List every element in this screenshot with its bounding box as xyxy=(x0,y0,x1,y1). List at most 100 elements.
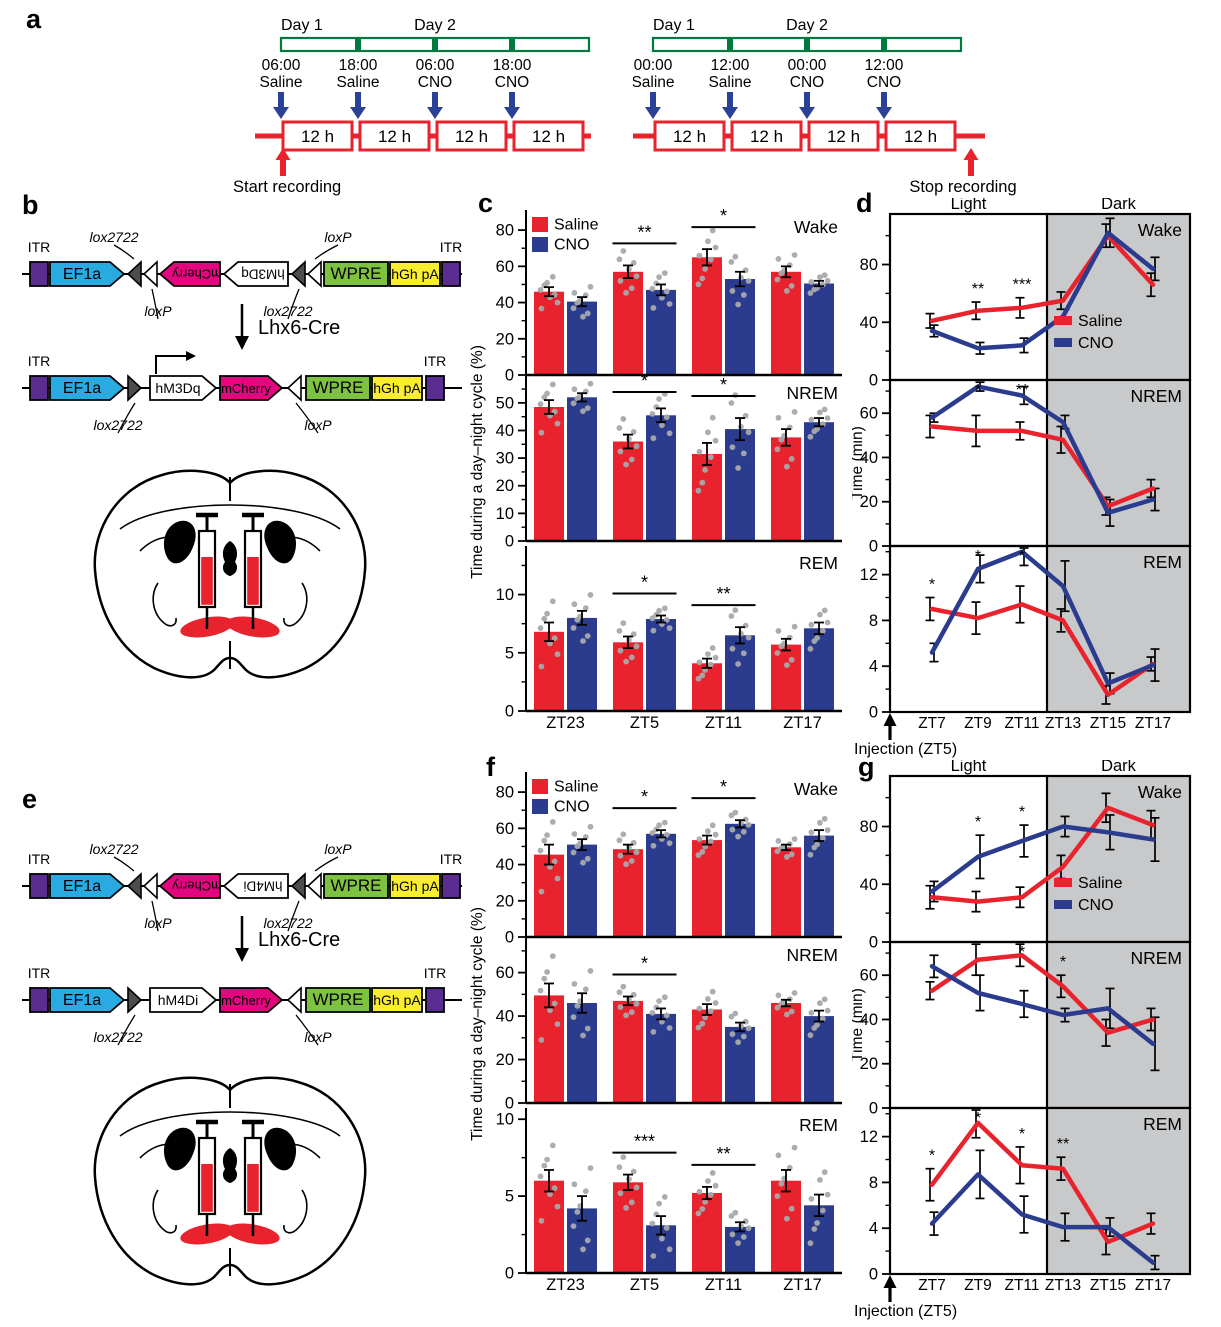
svg-text:60: 60 xyxy=(496,964,514,982)
svg-text:**: ** xyxy=(716,584,730,604)
svg-text:hM4Di: hM4Di xyxy=(243,879,282,894)
svg-text:CNO: CNO xyxy=(1078,897,1114,914)
svg-text:18:00: 18:00 xyxy=(339,57,378,74)
svg-text:40: 40 xyxy=(496,856,514,874)
svg-text:Day 2: Day 2 xyxy=(414,17,456,34)
svg-text:12 h: 12 h xyxy=(378,127,411,146)
svg-text:ZT17: ZT17 xyxy=(783,1276,822,1294)
svg-text:Saline: Saline xyxy=(1078,313,1123,330)
svg-text:60: 60 xyxy=(860,967,878,985)
svg-text:20: 20 xyxy=(496,892,514,910)
svg-text:Lhx6-Cre: Lhx6-Cre xyxy=(258,317,340,339)
svg-text:Time (min): Time (min) xyxy=(852,426,866,499)
svg-text:mCherry: mCherry xyxy=(172,267,222,282)
svg-text:60: 60 xyxy=(496,820,514,838)
svg-text:0: 0 xyxy=(505,929,514,947)
svg-text:12: 12 xyxy=(860,1128,878,1146)
svg-text:4: 4 xyxy=(869,658,878,676)
svg-text:*: * xyxy=(641,954,648,974)
svg-text:REM: REM xyxy=(799,553,838,573)
svg-text:ITR: ITR xyxy=(28,353,51,369)
timeline-graphic: Day 1 Day 206:00Saline18:00Saline06:00CNO… xyxy=(233,17,591,196)
svg-text:hM3Dq: hM3Dq xyxy=(155,380,200,396)
svg-text:20: 20 xyxy=(496,477,514,495)
svg-text:0: 0 xyxy=(505,703,514,721)
svg-text:ZT15: ZT15 xyxy=(1090,1277,1126,1294)
svg-text:CNO: CNO xyxy=(554,799,590,816)
svg-text:Saline: Saline xyxy=(633,74,675,91)
svg-text:80: 80 xyxy=(860,818,878,836)
svg-text:*: * xyxy=(1019,548,1025,565)
svg-text:8: 8 xyxy=(869,612,878,630)
svg-text:12 h: 12 h xyxy=(455,127,488,146)
svg-text:REM: REM xyxy=(1143,1114,1182,1134)
svg-text:ZT7: ZT7 xyxy=(918,1277,946,1294)
brain-graphic xyxy=(93,469,367,679)
svg-text:*: * xyxy=(720,206,727,226)
svg-text:NREM: NREM xyxy=(1130,386,1182,406)
svg-text:EF1a: EF1a xyxy=(63,992,101,1009)
svg-text:40: 40 xyxy=(496,294,514,312)
svg-text:lox2722: lox2722 xyxy=(93,417,142,433)
svg-text:10: 10 xyxy=(496,505,514,523)
svg-text:NREM: NREM xyxy=(1130,948,1182,968)
svg-text:Day 2: Day 2 xyxy=(786,17,828,34)
svg-text:hM3Dq: hM3Dq xyxy=(241,267,285,282)
svg-text:Light: Light xyxy=(951,760,987,775)
svg-text:Saline: Saline xyxy=(554,779,599,796)
svg-text:10: 10 xyxy=(496,1111,514,1129)
svg-text:0: 0 xyxy=(869,372,878,390)
svg-text:40: 40 xyxy=(860,876,878,894)
svg-text:12: 12 xyxy=(860,566,878,584)
svg-text:*: * xyxy=(1019,804,1025,821)
svg-text:Wake: Wake xyxy=(1138,782,1182,802)
experiment-timeline-right: Day 1 Day 2 00:00 Saline 12:00 Saline 00:00 CNO… xyxy=(631,12,1053,207)
svg-text:ZT11: ZT11 xyxy=(705,1276,742,1294)
svg-text:loxP: loxP xyxy=(304,417,332,433)
svg-text:Start recording: Start recording xyxy=(233,178,341,196)
svg-text:CNO: CNO xyxy=(790,74,824,91)
svg-text:80: 80 xyxy=(860,256,878,274)
svg-text:EF1a: EF1a xyxy=(63,380,101,397)
svg-text:lox2722: lox2722 xyxy=(263,303,312,319)
svg-text:Time (min): Time (min) xyxy=(852,988,866,1061)
svg-text:4: 4 xyxy=(869,1220,878,1238)
svg-text:*: * xyxy=(720,375,727,395)
svg-text:ZT11: ZT11 xyxy=(1004,1277,1039,1294)
svg-text:ZT17: ZT17 xyxy=(1135,1277,1171,1294)
svg-text:Saline: Saline xyxy=(708,74,751,91)
svg-text:ITR: ITR xyxy=(28,851,51,867)
svg-text:CNO: CNO xyxy=(867,74,901,91)
svg-text:ITR: ITR xyxy=(28,965,51,981)
svg-text:lox2722: lox2722 xyxy=(89,841,138,857)
svg-text:**: ** xyxy=(637,222,651,242)
svg-text:*: * xyxy=(975,382,981,399)
svg-text:20: 20 xyxy=(860,493,878,511)
svg-text:EF1a: EF1a xyxy=(63,878,101,895)
svg-text:20: 20 xyxy=(860,1055,878,1073)
svg-text:**: ** xyxy=(1057,1136,1069,1153)
svg-text:*: * xyxy=(975,814,981,831)
svg-text:ZT11: ZT11 xyxy=(1004,715,1039,732)
panel-label-f: f xyxy=(486,752,495,782)
svg-text:Injection (ZT5): Injection (ZT5) xyxy=(854,1303,957,1320)
svg-text:WPRE: WPRE xyxy=(313,378,364,397)
svg-text:loxP: loxP xyxy=(324,229,352,245)
svg-text:0: 0 xyxy=(869,704,878,722)
svg-text:12 h: 12 h xyxy=(673,127,706,146)
svg-text:NREM: NREM xyxy=(786,945,838,965)
brain-injection-diagram-e xyxy=(80,1062,380,1322)
svg-text:ITR: ITR xyxy=(424,965,447,981)
svg-text:Wake: Wake xyxy=(1138,220,1182,240)
svg-text:10: 10 xyxy=(496,586,514,604)
svg-text:12:00: 12:00 xyxy=(865,57,904,74)
svg-text:Time during a day–night cycle: Time during a day–night cycle (%) xyxy=(469,907,486,1141)
svg-text:ZT13: ZT13 xyxy=(1045,715,1081,732)
svg-text:mCherry: mCherry xyxy=(172,879,222,894)
svg-text:ZT17: ZT17 xyxy=(1135,715,1171,732)
panel-label-c: c xyxy=(478,188,494,218)
svg-text:**: ** xyxy=(716,1144,730,1164)
svg-text:0: 0 xyxy=(869,538,878,556)
svg-text:Injection (ZT5): Injection (ZT5) xyxy=(854,741,957,758)
svg-text:Wake: Wake xyxy=(794,779,838,799)
